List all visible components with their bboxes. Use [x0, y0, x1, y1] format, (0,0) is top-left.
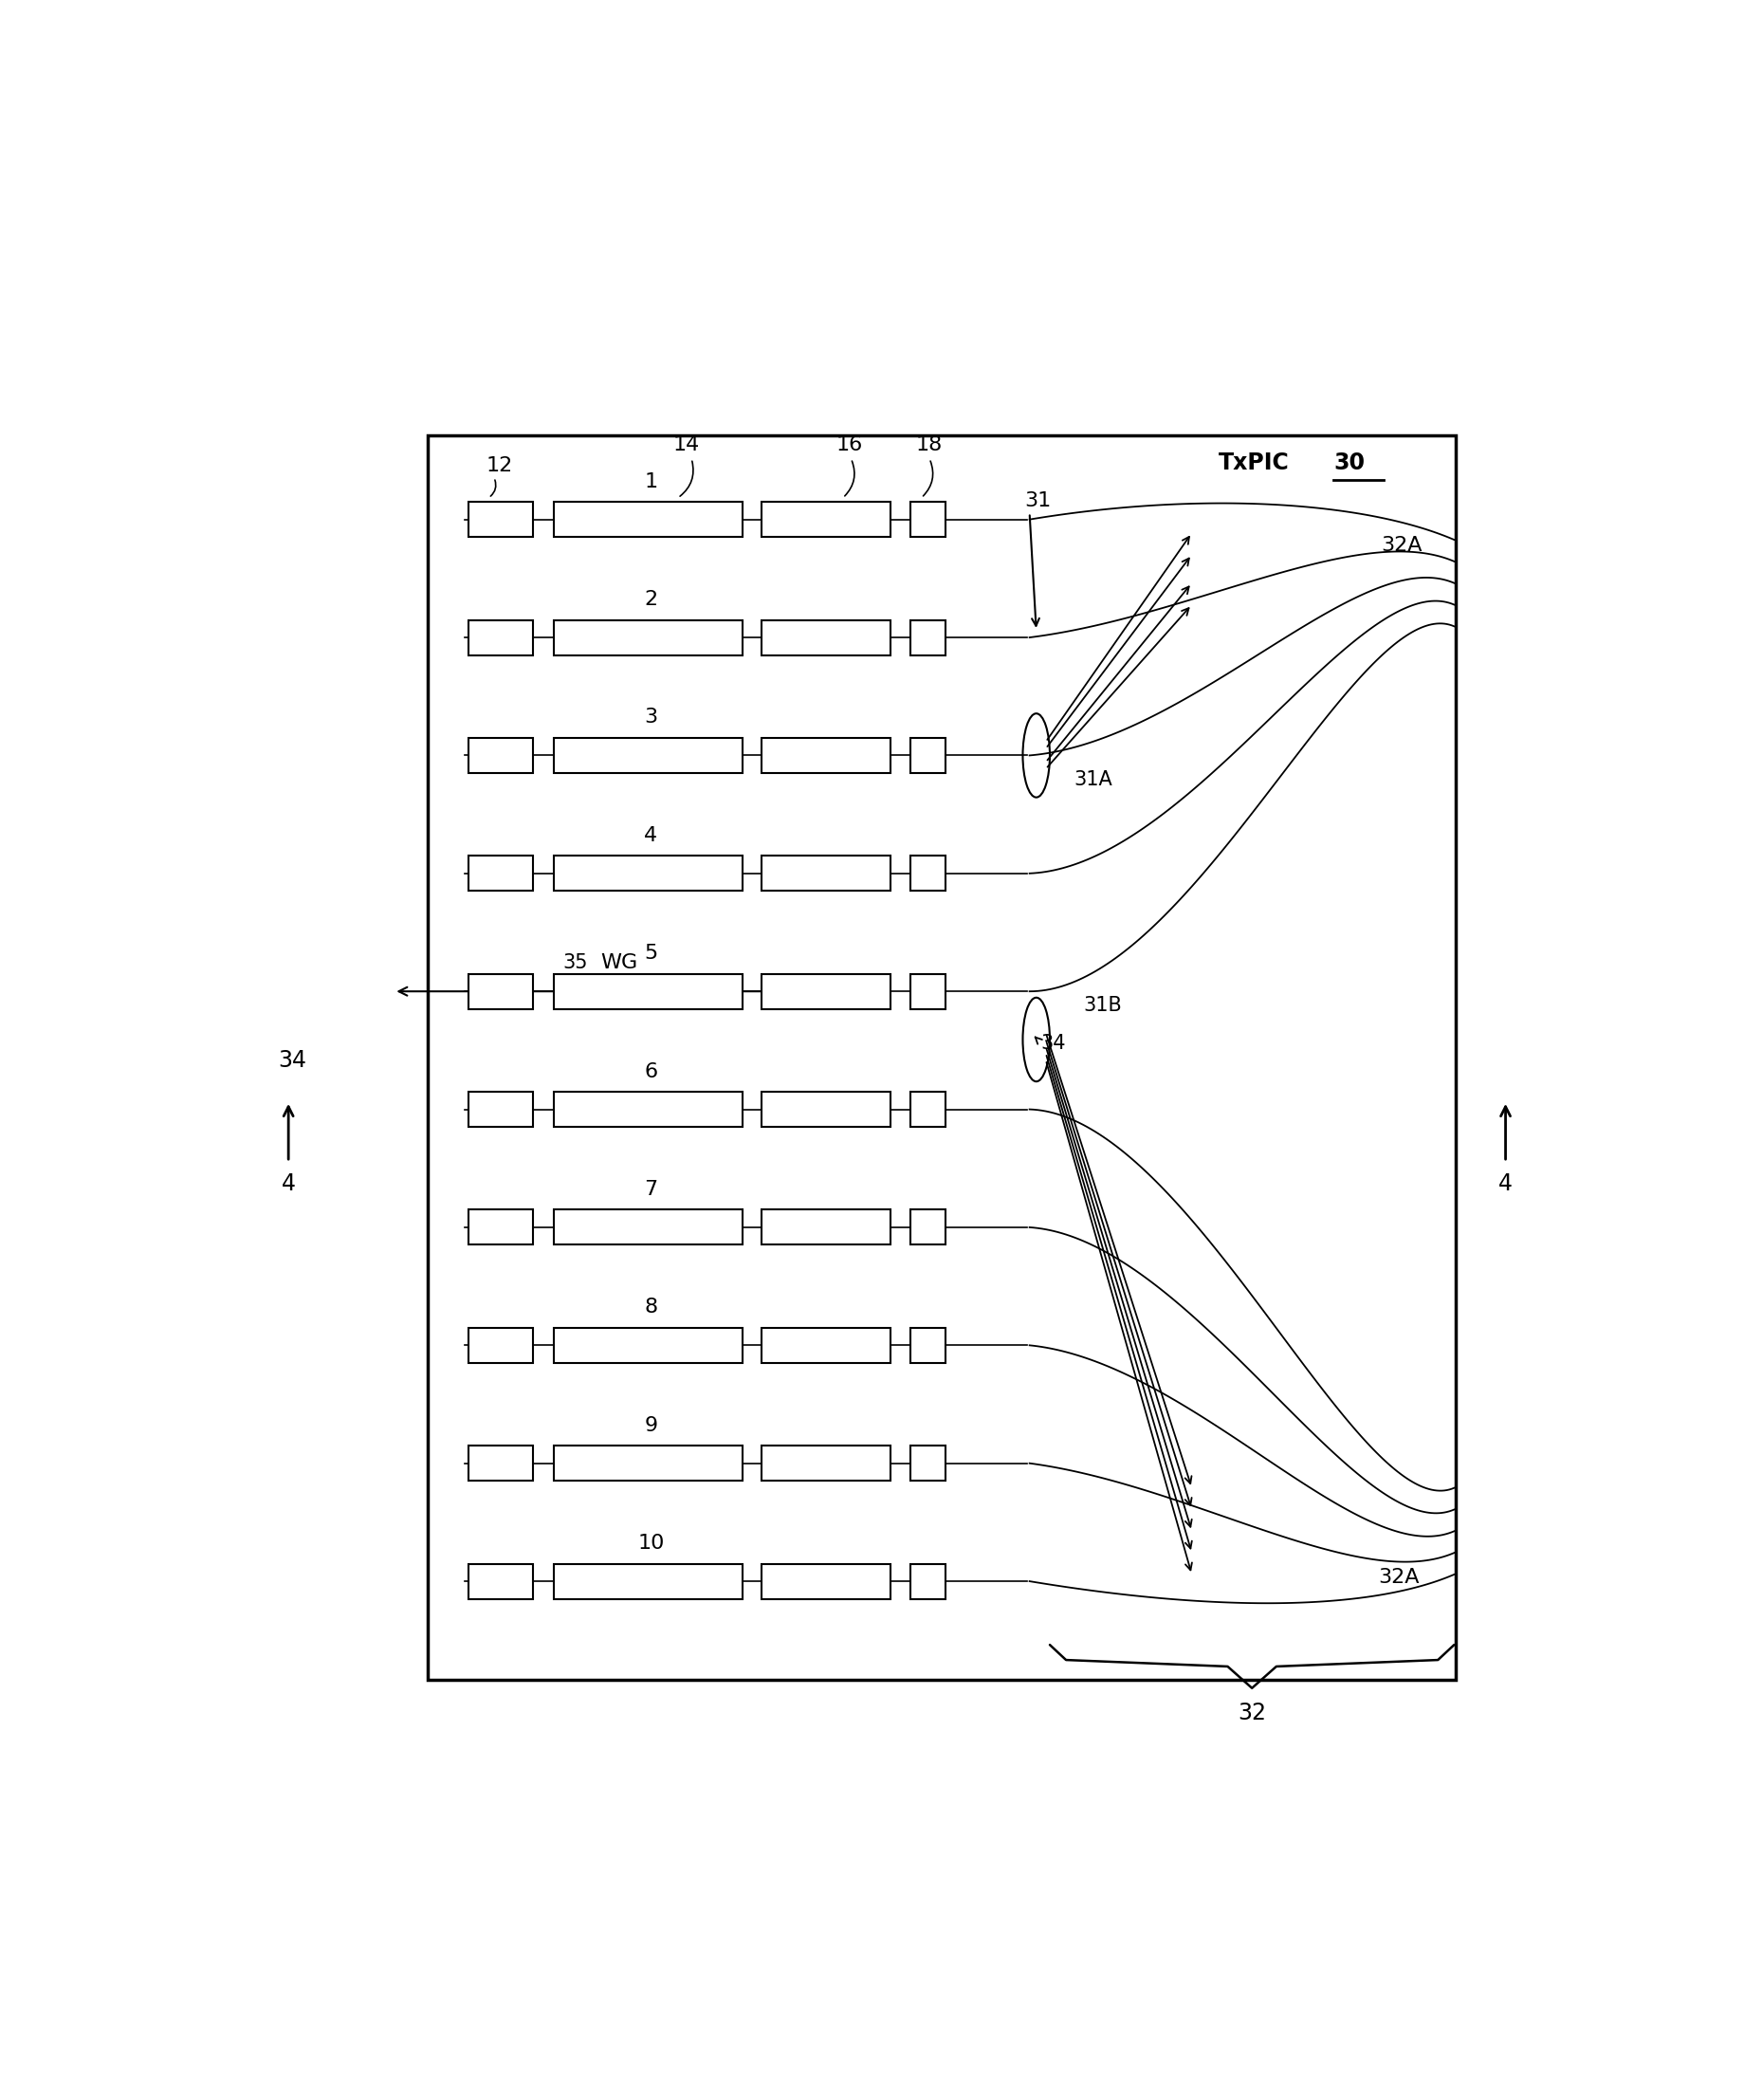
- Bar: [467, 737, 534, 773]
- Bar: [910, 1092, 945, 1128]
- Bar: [553, 1327, 743, 1363]
- Text: 35: 35: [563, 953, 588, 972]
- Text: 4: 4: [644, 825, 657, 844]
- Bar: [553, 737, 743, 773]
- Bar: [553, 1445, 743, 1480]
- Text: 1: 1: [644, 473, 657, 491]
- Bar: [427, 435, 1454, 1680]
- Text: 31B: 31B: [1083, 995, 1121, 1014]
- Bar: [467, 1445, 534, 1480]
- Bar: [910, 1210, 945, 1245]
- Bar: [467, 857, 534, 890]
- Text: TxPIC: TxPIC: [1217, 452, 1289, 475]
- Bar: [467, 1210, 534, 1245]
- Bar: [553, 502, 743, 538]
- Bar: [762, 1327, 889, 1363]
- Text: 2: 2: [644, 590, 657, 609]
- Bar: [762, 1210, 889, 1245]
- Text: 32A: 32A: [1378, 1569, 1420, 1588]
- Text: 16: 16: [835, 435, 863, 454]
- Bar: [467, 620, 534, 655]
- Text: 4: 4: [1498, 1172, 1512, 1195]
- Bar: [910, 857, 945, 890]
- Text: 4: 4: [281, 1172, 295, 1195]
- Bar: [553, 857, 743, 890]
- Bar: [553, 1565, 743, 1598]
- Bar: [910, 974, 945, 1008]
- Text: 32A: 32A: [1381, 536, 1421, 554]
- Text: 10: 10: [637, 1533, 664, 1552]
- Bar: [762, 1445, 889, 1480]
- Bar: [762, 974, 889, 1008]
- Text: 7: 7: [644, 1180, 657, 1199]
- Bar: [467, 502, 534, 538]
- Text: 3: 3: [644, 708, 657, 727]
- Bar: [910, 1445, 945, 1480]
- Text: 12: 12: [487, 456, 513, 475]
- Bar: [762, 1092, 889, 1128]
- Text: 6: 6: [644, 1063, 657, 1082]
- Bar: [910, 737, 945, 773]
- Bar: [762, 620, 889, 655]
- Bar: [553, 1092, 743, 1128]
- Text: 5: 5: [644, 945, 657, 964]
- Text: 34: 34: [1039, 1033, 1066, 1052]
- Bar: [467, 1092, 534, 1128]
- Bar: [910, 620, 945, 655]
- Bar: [553, 974, 743, 1008]
- Text: 30: 30: [1332, 452, 1364, 475]
- Bar: [762, 1565, 889, 1598]
- Text: 8: 8: [644, 1298, 657, 1317]
- Text: 31: 31: [1024, 491, 1050, 510]
- Bar: [762, 502, 889, 538]
- Bar: [553, 1210, 743, 1245]
- Bar: [762, 737, 889, 773]
- Bar: [467, 974, 534, 1008]
- Text: 18: 18: [916, 435, 942, 454]
- Bar: [553, 620, 743, 655]
- Bar: [910, 1565, 945, 1598]
- Text: 9: 9: [644, 1415, 657, 1434]
- Bar: [467, 1327, 534, 1363]
- Text: 14: 14: [671, 435, 699, 454]
- Bar: [910, 502, 945, 538]
- Text: 34: 34: [277, 1050, 307, 1071]
- Text: 31A: 31A: [1074, 771, 1113, 790]
- Text: 32: 32: [1236, 1701, 1266, 1724]
- Bar: [467, 1565, 534, 1598]
- Text: WG: WG: [600, 953, 638, 972]
- Bar: [910, 1327, 945, 1363]
- Bar: [762, 857, 889, 890]
